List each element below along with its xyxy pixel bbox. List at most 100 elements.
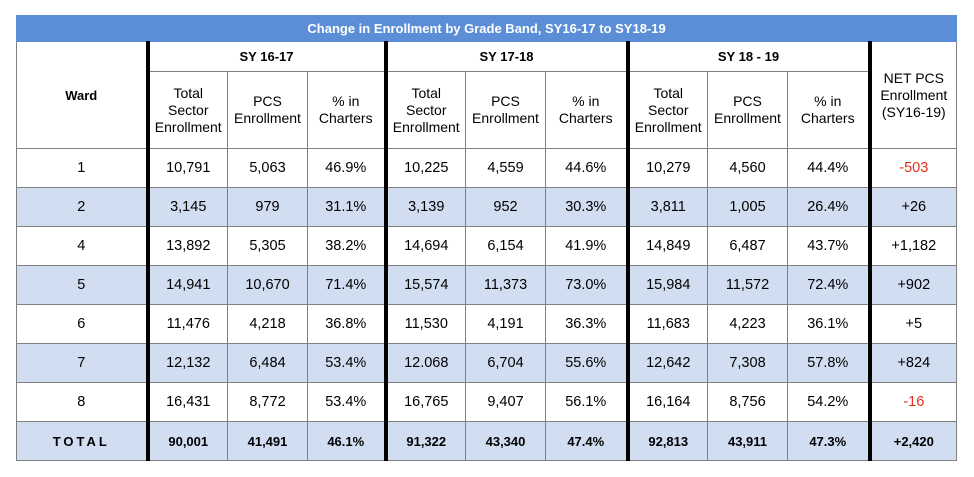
pcs-enrollment-header-sy17-18: PCS Enrollment [465,71,546,149]
header-line: % in [814,93,842,109]
pct-charters-cell: 57.8% [787,343,872,383]
total-sector-cell: 10,225 [383,148,466,188]
net-pcs-cell: -16 [868,382,958,422]
total-sector-cell: 10,791 [145,148,228,188]
header-line: Charters [800,110,855,126]
pct-charters-cell: 46.9% [307,148,386,188]
pct-charters-cell: 30.3% [545,187,628,227]
pct-in-charters-header-sy18-19: % in Charters [787,71,872,149]
ward-cell: 6 [16,304,148,344]
total-sector-cell: 11,476 [145,304,228,344]
pcs-enrollment-cell: 9,407 [465,382,546,422]
pct-charters-cell: 44.6% [545,148,628,188]
net-pcs-cell: +26 [868,187,958,227]
header-line: Enrollment [154,118,222,135]
net-pcs-cell: +1,182 [868,226,958,266]
pct-charters-cell: 38.2% [307,226,386,266]
total-sector-cell: 12.068 [383,343,466,383]
header-line: Total [411,84,442,101]
pct-charters-cell: 31.1% [307,187,386,227]
pct-charters-cell: 56.1% [545,382,628,422]
total-sector-cell: 15,984 [625,265,708,305]
pcs-enrollment-cell: 43,911 [707,421,788,461]
net-header-line: Enrollment [880,86,948,103]
pct-charters-cell: 53.4% [307,382,386,422]
total-sector-cell: 91,322 [383,421,466,461]
ward-header: Ward [16,41,148,149]
pct-in-charters-header-sy17-18: % in Charters [545,71,628,149]
total-label: TOTAL [16,421,148,461]
pcs-enrollment-cell: 6,487 [707,226,788,266]
table-title: Change in Enrollment by Grade Band, SY16… [15,15,958,42]
pcs-enrollment-cell: 5,063 [227,148,308,188]
pct-charters-cell: 41.9% [545,226,628,266]
net-header-line: (SY16-19) [881,103,946,120]
header-line: Total [173,84,204,101]
header-line: Enrollment [234,110,301,126]
table-row: 5 14,941 10,670 71.4% 15,574 11,373 73.0% 15,98… [16,265,958,305]
table-row: 6 11,476 4,218 36.8% 11,530 4,191 36.3% 11,683 4… [16,304,958,344]
header-line: Sector [648,101,689,118]
pcs-enrollment-cell: 11,373 [465,265,546,305]
pcs-enrollment-cell: 8,772 [227,382,308,422]
year-header-sy17-18: SY 17-18 [383,41,628,72]
pct-charters-cell: 73.0% [545,265,628,305]
total-sector-cell: 12,132 [145,343,228,383]
header-line: PCS [733,93,762,109]
header-line: PCS [491,93,520,109]
net-pcs-cell: +824 [868,343,958,383]
total-sector-cell: 10,279 [625,148,708,188]
enrollment-table-container: Change in Enrollment by Grade Band, SY16… [15,15,958,461]
header-line: Enrollment [392,118,460,135]
total-sector-cell: 3,139 [383,187,466,227]
total-sector-cell: 16,765 [383,382,466,422]
total-sector-cell: 3,811 [625,187,708,227]
sub-header-row: Total Sector Enrollment PCS Enrollment% in Ch… [17,71,957,149]
table-row: 8 16,431 8,772 53.4% 16,765 9,407 56.1% 16,164 8… [16,382,958,422]
table-row: 7 12,132 6,484 53.4% 12.068 6,704 55.6% 12,642 7… [16,343,958,383]
pcs-enrollment-cell: 4,218 [227,304,308,344]
table-row: 1 10,791 5,063 46.9% 10,225 4,559 44.6% 10,279 4… [16,148,958,188]
header-line: Sector [168,101,209,118]
pcs-enrollment-cell: 5,305 [227,226,308,266]
total-sector-cell: 13,892 [145,226,228,266]
total-sector-cell: 12,642 [625,343,708,383]
total-sector-cell: 3,145 [145,187,228,227]
total-sector-cell: 11,683 [625,304,708,344]
total-sector-enrollment-header-sy16-17: Total Sector Enrollment [145,71,228,149]
pcs-enrollment-cell: 952 [465,187,546,227]
total-sector-cell: 14,849 [625,226,708,266]
total-sector-cell: 16,431 [145,382,228,422]
pct-charters-cell: 55.6% [545,343,628,383]
total-sector-cell: 15,574 [383,265,466,305]
net-pcs-cell: +5 [868,304,958,344]
header-line: Charters [318,110,373,126]
pcs-enrollment-cell: 7,308 [707,343,788,383]
pcs-enrollment-cell: 979 [227,187,308,227]
pcs-enrollment-cell: 6,704 [465,343,546,383]
net-pcs-cell: -503 [868,148,958,188]
pcs-enrollment-cell: 6,154 [465,226,546,266]
ward-cell: 4 [16,226,148,266]
header-line: Enrollment [634,118,702,135]
header-line: PCS [253,93,282,109]
pct-charters-cell: 26.4% [787,187,872,227]
pct-charters-cell: 36.1% [787,304,872,344]
pcs-enrollment-cell: 8,756 [707,382,788,422]
net-pcs-total-cell: +2,420 [868,421,958,461]
total-sector-cell: 90,001 [145,421,228,461]
pct-charters-cell: 72.4% [787,265,872,305]
total-sector-cell: 14,694 [383,226,466,266]
header-line: Total [653,84,684,101]
pcs-enrollment-cell: 4,223 [707,304,788,344]
pct-charters-cell: 47.4% [545,421,628,461]
pct-charters-cell: 36.3% [545,304,628,344]
total-sector-cell: 11,530 [383,304,466,344]
pcs-enrollment-cell: 11,572 [707,265,788,305]
pct-charters-cell: 71.4% [307,265,386,305]
ward-cell: 7 [16,343,148,383]
total-sector-enrollment-header-sy18-19: Total Sector Enrollment [625,71,708,149]
pct-charters-cell: 44.4% [787,148,872,188]
pcs-enrollment-cell: 10,670 [227,265,308,305]
header-line: Charters [558,110,613,126]
